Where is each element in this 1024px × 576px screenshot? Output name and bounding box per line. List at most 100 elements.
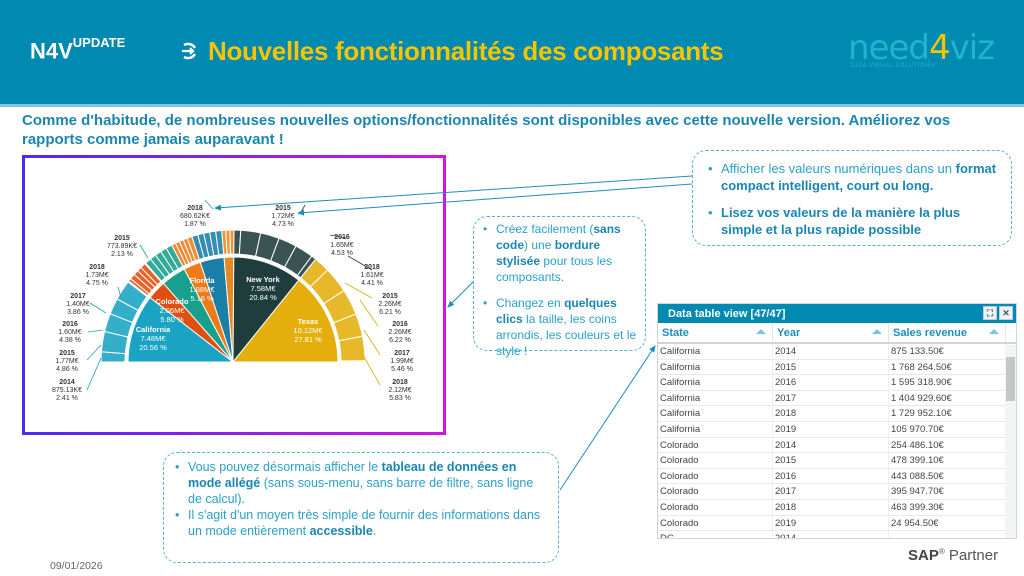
callout-arrow [447, 281, 474, 308]
table-cell: California [658, 390, 773, 406]
callout-text: . [372, 524, 377, 538]
table-row[interactable]: California 2017 1 404 929.60€ [658, 390, 1016, 407]
table-cell: 1 768 264.50€ [889, 359, 1006, 375]
slice-label: Florida 1.88M€ 5.16 % [172, 276, 232, 303]
segment-label: 2015 1.77M€ 4.86 % [42, 350, 92, 374]
column-label: Sales revenue [893, 327, 967, 339]
segment-label: 2014 875.13K€ 2.41 % [42, 379, 92, 403]
logo-part: 4 [928, 28, 951, 68]
label-year: 2014 [59, 379, 75, 386]
logo-part: need [848, 28, 930, 68]
table-row[interactable]: California 2014 875 133.50€ [658, 344, 1016, 360]
callout-text: Créez facilement ( [496, 222, 594, 236]
segment-label: 2017 1.99M€ 5.46 % [377, 350, 427, 374]
table-row[interactable]: Colorado 2019 24 954.50€ [658, 515, 1016, 532]
table-row[interactable]: Colorado 2018 463 399.30€ [658, 499, 1016, 516]
label-value: 1.61M€ [360, 272, 384, 279]
table-cell: Colorado [658, 468, 773, 484]
slice-label: New York 7.58M€ 20.84 % [233, 275, 293, 302]
table-row[interactable]: Colorado 2015 478 399.10€ [658, 453, 1016, 469]
table-cell: 2018 [773, 499, 889, 515]
label-year: 2018 [364, 264, 380, 271]
sort-asc-icon[interactable] [989, 329, 999, 334]
label-state: Colorado [155, 297, 189, 306]
table-cell: California [658, 406, 773, 421]
table-cell: 1 595 318.90€ [889, 375, 1006, 390]
label-pct: 5.83 % [389, 395, 411, 402]
table-row[interactable]: California 2016 1 595 318.90€ [658, 375, 1016, 391]
date: 09/01/2026 [50, 560, 103, 572]
callout-text: Il s'agit d'un moyen très simple de four… [188, 508, 541, 538]
table-cell: California [658, 421, 773, 437]
callout-bold: format compact intelligent, court ou lon… [721, 161, 997, 193]
expand-icon[interactable]: ⛶ [983, 306, 997, 320]
label-value: 10.12M€ [293, 326, 323, 335]
segment-label: 2018 2.12M€ 5.83 % [375, 379, 425, 403]
table-cell [889, 531, 1006, 538]
segment-label: 2018 1.61M€ 4.41 % [347, 264, 397, 288]
brand-sup: UPDATE [72, 35, 126, 50]
scrollbar[interactable] [1005, 345, 1016, 538]
label-value: 1.88M€ [189, 285, 215, 294]
label-pct: 5.16 % [190, 294, 214, 303]
label-pct: 2.41 % [56, 395, 78, 402]
label-pct: 4.86 % [56, 366, 78, 373]
label-state: Texas [297, 317, 319, 326]
label-value: 7.58M€ [250, 284, 276, 293]
table-cell: 443 088.50€ [889, 468, 1006, 484]
table-row[interactable]: Colorado 2014 254 486.10€ [658, 437, 1016, 454]
callout-item: Afficher les valeurs numériques dans un … [705, 160, 999, 194]
table-row[interactable]: California 2019 105 970.70€ [658, 421, 1016, 438]
label-year: 2015 [114, 235, 130, 242]
partner-text: Partner [944, 547, 999, 564]
table-cell: 2015 [773, 453, 889, 468]
column-header-sales-revenue[interactable]: Sales revenue [889, 323, 1006, 342]
arrow-right-circle-icon [182, 42, 197, 60]
label-pct: 4.53 % [331, 250, 353, 257]
table-header: State Year Sales revenue [658, 323, 1016, 344]
label-state: California [135, 325, 171, 334]
label-value: 875.13K€ [52, 387, 82, 394]
slice-label: Texas 10.12M€ 27.81 % [278, 317, 338, 344]
callout-text: Afficher les valeurs numériques dans un [721, 161, 956, 176]
table-cell: Colorado [658, 437, 773, 453]
callout-bold: quelques clics [496, 296, 617, 326]
table-cell: 2015 [773, 359, 889, 375]
column-header-state[interactable]: State [658, 323, 773, 342]
slice-label: Colorado 2.06M€ 5.80 % [142, 297, 202, 324]
label-pct: 6.22 % [389, 337, 411, 344]
segment-label: 2016 1.65M€ 4.53 % [317, 234, 367, 258]
label-pct: 4.73 % [272, 221, 294, 228]
slice-label: California 7.48M€ 20.56 % [123, 325, 183, 352]
table-cell: 2016 [773, 468, 889, 484]
column-header-year[interactable]: Year [773, 323, 889, 342]
callout-text: (sans sous-menu, sans barre de filtre, s… [188, 476, 534, 506]
label-value: 2.26M€ [378, 301, 402, 308]
column-label: Year [777, 327, 801, 339]
table-cell: California [658, 344, 773, 359]
table-cell: 24 954.50€ [889, 515, 1006, 531]
label-value: 1.77M€ [55, 358, 79, 365]
label-pct: 20.84 % [249, 293, 277, 302]
column-label: State [662, 327, 689, 339]
label-pct: 20.56 % [139, 343, 167, 352]
sort-asc-icon[interactable] [756, 329, 766, 334]
callout-text: pour tous les composants. [496, 254, 613, 284]
table-row[interactable]: California 2015 1 768 264.50€ [658, 359, 1016, 376]
table-row[interactable]: Colorado 2017 395 947.70€ [658, 484, 1016, 500]
scrollbar-thumb[interactable] [1006, 357, 1015, 401]
segment-label: 2018 1.73M€ 4.75 % [72, 264, 122, 288]
callout-text: Vous pouvez désormais afficher le [188, 460, 382, 474]
label-value: 7.48M€ [140, 334, 166, 343]
table-row[interactable]: DC 2014 [658, 531, 1016, 538]
label-year: 2016 [392, 321, 408, 328]
table-row[interactable]: California 2018 1 729 952.10€ [658, 406, 1016, 422]
table-row[interactable]: Colorado 2016 443 088.50€ [658, 468, 1016, 485]
page-title: Nouvelles fonctionnalités des composants [208, 36, 724, 66]
label-value: 1.72M€ [271, 213, 295, 220]
segment-label: 2016 2.26M€ 6.22 % [375, 321, 425, 345]
label-value: 2.26M€ [388, 329, 412, 336]
table-cell: 1 729 952.10€ [889, 406, 1006, 421]
sort-asc-icon[interactable] [872, 329, 882, 334]
close-icon[interactable]: ✕ [999, 306, 1013, 320]
